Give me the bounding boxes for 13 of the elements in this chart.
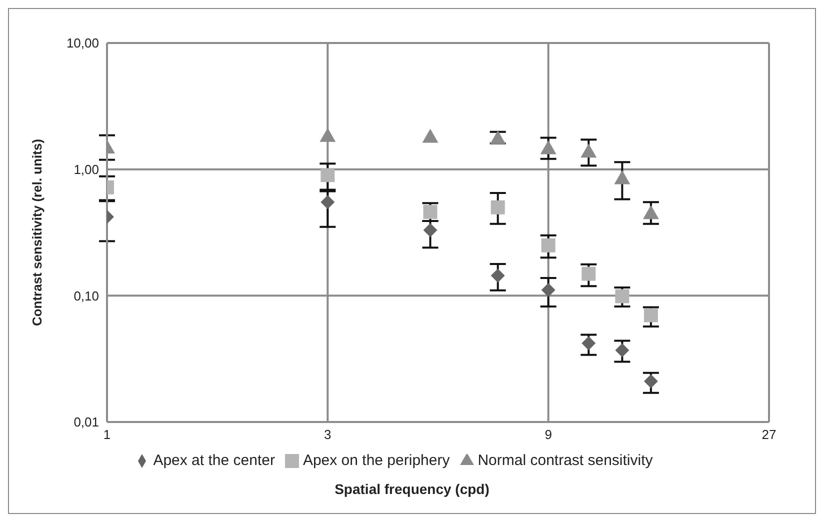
y-axis-title: Contrast sensitivity (rel. units): [30, 138, 45, 326]
y-tick-label: 1,00: [74, 162, 99, 177]
legend-label: Apex at the center: [153, 452, 275, 469]
x-tick-label: 9: [544, 427, 552, 442]
legend-label: Normal contrast sensitivity: [478, 452, 653, 469]
x-tick-label: 1: [103, 427, 111, 442]
x-axis-title: Spatial frequency (cpd): [334, 481, 490, 497]
x-tick-label: 27: [762, 427, 776, 442]
y-tick-label: 10,00: [66, 36, 99, 51]
y-tick-label: 0,01: [74, 414, 99, 430]
y-tick-label: 0,10: [74, 288, 99, 304]
x-tick-label: 3: [324, 427, 332, 442]
legend-label: Apex on the periphery: [302, 452, 450, 469]
